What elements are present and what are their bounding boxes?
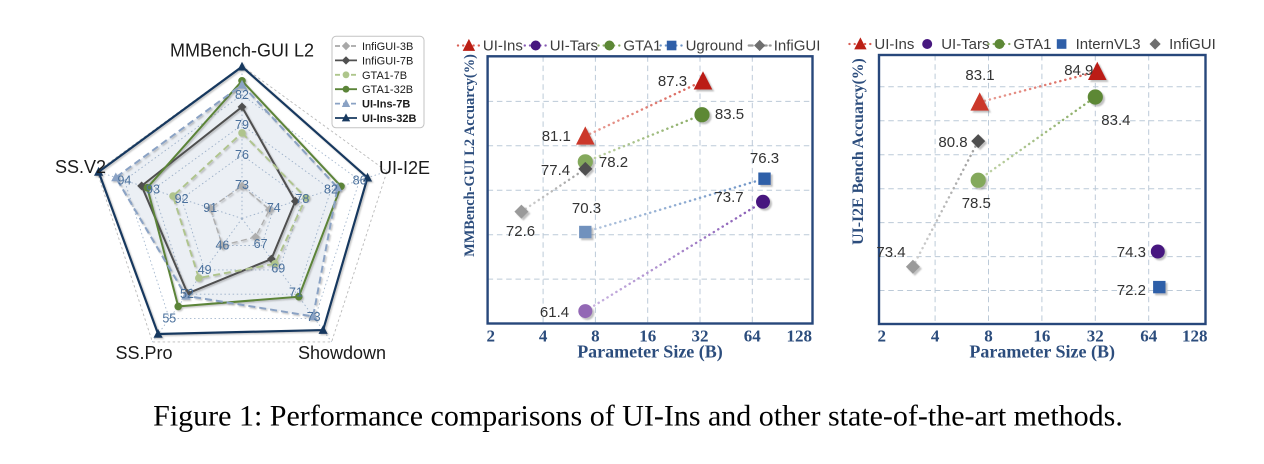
svg-text:UI-Ins-32B: UI-Ins-32B [362, 113, 416, 125]
svg-text:70.3: 70.3 [572, 200, 601, 217]
svg-text:83.4: 83.4 [1101, 112, 1130, 129]
svg-text:UI-Ins: UI-Ins [483, 38, 523, 55]
svg-text:8: 8 [591, 327, 600, 346]
svg-text:78.2: 78.2 [599, 154, 628, 171]
svg-text:16: 16 [639, 327, 656, 346]
svg-text:61.4: 61.4 [540, 304, 569, 321]
svg-text:128: 128 [1182, 327, 1208, 346]
svg-text:64: 64 [1140, 327, 1158, 346]
svg-text:GTA1-7B: GTA1-7B [362, 70, 407, 82]
svg-text:InfiGUI: InfiGUI [1169, 36, 1216, 53]
svg-text:69: 69 [271, 261, 285, 275]
svg-text:81.1: 81.1 [542, 128, 571, 145]
svg-text:77.4: 77.4 [541, 162, 570, 179]
svg-text:128: 128 [787, 327, 813, 346]
svg-text:2: 2 [877, 327, 886, 346]
svg-text:UI-I2E: UI-I2E [379, 158, 430, 178]
svg-text:52: 52 [180, 287, 194, 301]
svg-text:73: 73 [235, 178, 249, 192]
svg-text:73.7: 73.7 [714, 189, 743, 206]
svg-text:UI-Ins: UI-Ins [874, 36, 914, 53]
svg-text:UI-Tars: UI-Tars [941, 36, 989, 53]
svg-text:InternVL3: InternVL3 [1076, 36, 1141, 53]
svg-text:4: 4 [539, 327, 548, 346]
svg-text:94: 94 [117, 173, 131, 187]
svg-text:71: 71 [289, 286, 303, 300]
svg-text:Parameter Size (B): Parameter Size (B) [577, 342, 723, 363]
svg-text:73.4: 73.4 [876, 244, 905, 261]
svg-text:67: 67 [254, 237, 268, 251]
svg-text:UI-Ins-7B: UI-Ins-7B [362, 99, 410, 111]
svg-text:16: 16 [1033, 327, 1050, 346]
svg-text:UI-Tars: UI-Tars [550, 38, 598, 55]
svg-text:64: 64 [744, 327, 762, 346]
svg-text:Figure 1: Performance comparis: Figure 1: Performance comparisons of UI-… [153, 400, 1123, 433]
svg-text:SS.Pro: SS.Pro [115, 343, 172, 363]
svg-text:32: 32 [692, 327, 709, 346]
svg-text:74.3: 74.3 [1117, 244, 1146, 261]
svg-text:93: 93 [146, 183, 160, 197]
svg-text:46: 46 [215, 239, 229, 253]
svg-text:8: 8 [984, 327, 993, 346]
svg-text:78.5: 78.5 [962, 195, 991, 212]
svg-text:86: 86 [353, 173, 367, 187]
svg-text:UI-I2E Bench Accuarcy(%): UI-I2E Bench Accuarcy(%) [850, 58, 867, 245]
svg-text:76.3: 76.3 [750, 150, 779, 167]
svg-text:4: 4 [931, 327, 940, 346]
svg-text:84.9: 84.9 [1064, 62, 1093, 79]
svg-text:GTA1: GTA1 [1013, 36, 1051, 53]
svg-text:32: 32 [1087, 327, 1104, 346]
svg-text:MMBench-GUI L2: MMBench-GUI L2 [170, 41, 314, 61]
svg-text:GTA1-32B: GTA1-32B [362, 84, 413, 96]
svg-text:Showdown: Showdown [298, 343, 386, 363]
svg-text:InfiGUI-3B: InfiGUI-3B [362, 41, 413, 53]
svg-text:72.2: 72.2 [1117, 282, 1146, 299]
svg-text:92: 92 [175, 192, 189, 206]
svg-text:Parameter Size (B): Parameter Size (B) [969, 342, 1115, 363]
svg-text:78: 78 [295, 192, 309, 206]
svg-text:49: 49 [198, 263, 212, 277]
svg-text:2: 2 [487, 327, 496, 346]
svg-text:55: 55 [162, 312, 176, 326]
svg-text:GTA1: GTA1 [623, 38, 661, 55]
svg-text:83.5: 83.5 [715, 106, 744, 123]
svg-text:MMBench-GUI L2 Accuarcy(%): MMBench-GUI L2 Accuarcy(%) [462, 54, 478, 257]
svg-text:73: 73 [307, 310, 321, 324]
svg-text:InfiGUI: InfiGUI [774, 38, 821, 55]
svg-text:74: 74 [267, 201, 281, 215]
svg-text:80.8: 80.8 [938, 134, 967, 151]
svg-text:Uground: Uground [686, 38, 744, 55]
svg-text:83.1: 83.1 [965, 67, 994, 84]
svg-text:79: 79 [235, 118, 249, 132]
svg-text:72.6: 72.6 [506, 223, 535, 240]
svg-text:82: 82 [235, 88, 249, 102]
svg-text:82: 82 [324, 183, 338, 197]
svg-text:87.3: 87.3 [658, 73, 687, 90]
svg-text:76: 76 [235, 148, 249, 162]
svg-text:InfiGUI-7B: InfiGUI-7B [362, 55, 413, 67]
svg-text:SS.V2: SS.V2 [55, 157, 106, 177]
svg-text:91: 91 [203, 201, 217, 215]
